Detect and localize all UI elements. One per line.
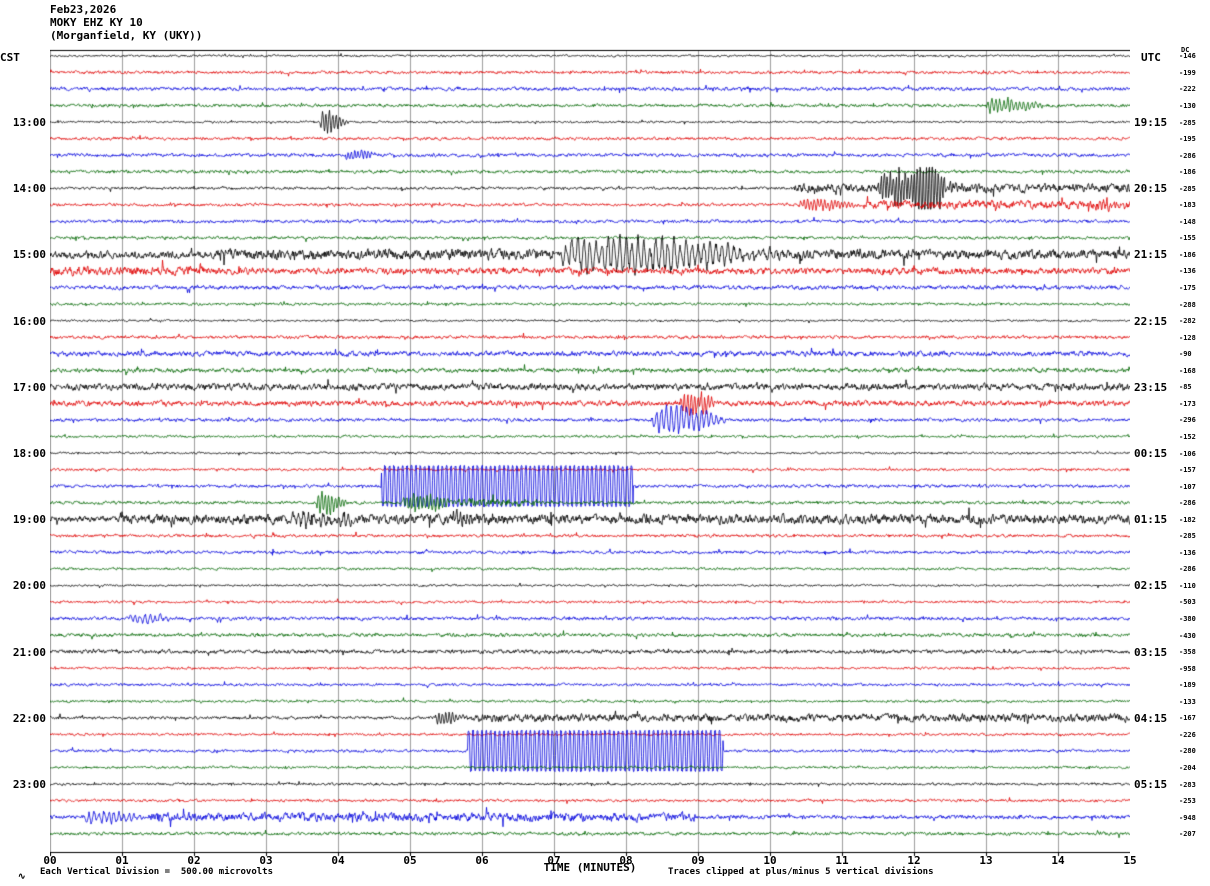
left-time-label: 14:00 bbox=[12, 182, 46, 196]
x-axis-title: TIME (MINUTES) bbox=[543, 861, 637, 874]
dc-column-label: DC bbox=[1181, 46, 1190, 54]
left-timezone-label: CST bbox=[0, 51, 20, 64]
dc-offset-value: -283 bbox=[1179, 780, 1196, 789]
dc-offset-value: -152 bbox=[1179, 432, 1196, 441]
dc-offset-value: -199 bbox=[1179, 68, 1196, 77]
division-note: Each Vertical Division = 500.00 microvol… bbox=[40, 867, 273, 877]
dc-offset-value: -155 bbox=[1179, 234, 1196, 243]
dc-offset-value: -136 bbox=[1179, 267, 1196, 276]
left-time-label: 23:00 bbox=[12, 778, 46, 791]
dc-offset-value: -358 bbox=[1179, 648, 1196, 657]
dc-offset-value: -958 bbox=[1179, 664, 1196, 673]
date-title: Feb23,2026 bbox=[50, 3, 117, 16]
station-location: (Morganfield, KY (UKY)) bbox=[50, 29, 203, 42]
dc-offset-value: -286 bbox=[1179, 151, 1196, 160]
left-time-label: 19:00 bbox=[12, 513, 46, 527]
dc-offset-value: -286 bbox=[1179, 565, 1196, 574]
x-tick-label: 06 bbox=[475, 854, 489, 867]
right-time-label: 01:15 bbox=[1134, 513, 1168, 527]
dc-offset-value: -280 bbox=[1179, 747, 1196, 756]
x-tick-label: 13 bbox=[979, 854, 993, 867]
right-time-label: 21:15 bbox=[1134, 248, 1168, 262]
left-time-label: 15:00 bbox=[12, 248, 46, 262]
dc-offset-value: -380 bbox=[1179, 615, 1196, 623]
dc-offset-value: -222 bbox=[1179, 85, 1196, 94]
x-tick-label: 05 bbox=[403, 854, 417, 867]
x-tick-label: 03 bbox=[259, 854, 273, 867]
left-time-label: 22:00 bbox=[12, 711, 46, 725]
x-tick-label: 08 bbox=[619, 854, 633, 867]
left-time-label: 16:00 bbox=[12, 314, 46, 328]
right-time-label: 23:15 bbox=[1134, 380, 1168, 394]
dc-offset-value: -285 bbox=[1179, 184, 1196, 193]
dc-offset-value: -296 bbox=[1179, 416, 1196, 425]
station-title: MOKY EHZ KY 10 bbox=[50, 16, 143, 29]
dc-offset-value: -175 bbox=[1179, 284, 1196, 292]
right-time-label: 22:15 bbox=[1134, 314, 1168, 328]
x-tick-label: 01 bbox=[115, 854, 129, 867]
dc-offset-value: -90 bbox=[1179, 350, 1192, 359]
dc-offset-value: -85 bbox=[1179, 383, 1192, 392]
dc-offset-value: -168 bbox=[1179, 366, 1196, 375]
right-time-label: 19:15 bbox=[1134, 116, 1168, 129]
left-time-label: 17:00 bbox=[12, 380, 46, 394]
dc-offset-value: -195 bbox=[1179, 135, 1196, 144]
dc-offset-value: -133 bbox=[1179, 697, 1196, 706]
dc-offset-value: -288 bbox=[1179, 300, 1196, 309]
dc-offset-value: -186 bbox=[1179, 168, 1196, 177]
dc-offset-value: -107 bbox=[1179, 482, 1196, 491]
logo-icon: ∿ bbox=[18, 872, 26, 882]
left-time-label: 21:00 bbox=[12, 645, 46, 659]
x-tick-label: 07 bbox=[547, 854, 561, 867]
dc-offset-value: -183 bbox=[1179, 201, 1196, 210]
dc-offset-value: -148 bbox=[1179, 217, 1196, 226]
dc-offset-value: -204 bbox=[1179, 763, 1196, 772]
dc-offset-value: -173 bbox=[1179, 399, 1196, 408]
dc-offset-value: -430 bbox=[1179, 631, 1196, 640]
x-tick-label: 11 bbox=[835, 854, 849, 867]
dc-offset-value: -157 bbox=[1179, 466, 1196, 475]
dc-offset-value: -285 bbox=[1179, 532, 1196, 541]
dc-offset-value: -286 bbox=[1179, 499, 1196, 508]
left-time-label: 20:00 bbox=[12, 579, 46, 593]
dc-offset-value: -186 bbox=[1179, 250, 1196, 259]
seismogram-canvas bbox=[50, 48, 1130, 858]
right-time-label: 20:15 bbox=[1134, 182, 1168, 196]
right-time-label: 00:15 bbox=[1134, 447, 1168, 460]
x-tick-label: 00 bbox=[43, 854, 57, 867]
dc-offset-value: -182 bbox=[1179, 515, 1196, 524]
left-time-label: 13:00 bbox=[12, 116, 46, 129]
x-tick-label: 12 bbox=[907, 854, 921, 867]
right-time-label: 03:15 bbox=[1134, 645, 1168, 659]
dc-offset-value: -128 bbox=[1179, 333, 1196, 342]
dc-offset-value: -207 bbox=[1179, 830, 1196, 839]
x-tick-label: 04 bbox=[331, 854, 345, 867]
dc-offset-value: -253 bbox=[1179, 797, 1196, 806]
dc-offset-value: -503 bbox=[1179, 598, 1196, 607]
right-time-label: 05:15 bbox=[1134, 778, 1168, 791]
dc-offset-value: -110 bbox=[1179, 581, 1196, 590]
dc-offset-value: -106 bbox=[1179, 449, 1196, 458]
clip-note: Traces clipped at plus/minus 5 vertical … bbox=[668, 867, 934, 877]
dc-offset-value: -136 bbox=[1179, 548, 1196, 557]
dc-offset-value: -167 bbox=[1179, 714, 1196, 723]
dc-offset-value: -285 bbox=[1179, 118, 1196, 127]
left-time-label: 18:00 bbox=[12, 447, 46, 460]
x-tick-label: 02 bbox=[187, 854, 201, 867]
right-time-label: 02:15 bbox=[1134, 579, 1168, 593]
dc-offset-value: -948 bbox=[1179, 813, 1196, 822]
dc-offset-value: -226 bbox=[1179, 730, 1196, 739]
right-timezone-label: UTC bbox=[1141, 51, 1161, 64]
x-tick-label: 10 bbox=[763, 854, 777, 867]
x-tick-label: 15 bbox=[1123, 854, 1137, 867]
x-tick-label: 14 bbox=[1051, 854, 1065, 867]
dc-offset-value: -130 bbox=[1179, 101, 1196, 110]
dc-offset-value: -146 bbox=[1179, 52, 1196, 61]
right-time-label: 04:15 bbox=[1134, 711, 1168, 725]
dc-offset-value: -189 bbox=[1179, 681, 1196, 690]
dc-offset-value: -282 bbox=[1179, 317, 1196, 326]
x-tick-label: 09 bbox=[691, 854, 705, 867]
